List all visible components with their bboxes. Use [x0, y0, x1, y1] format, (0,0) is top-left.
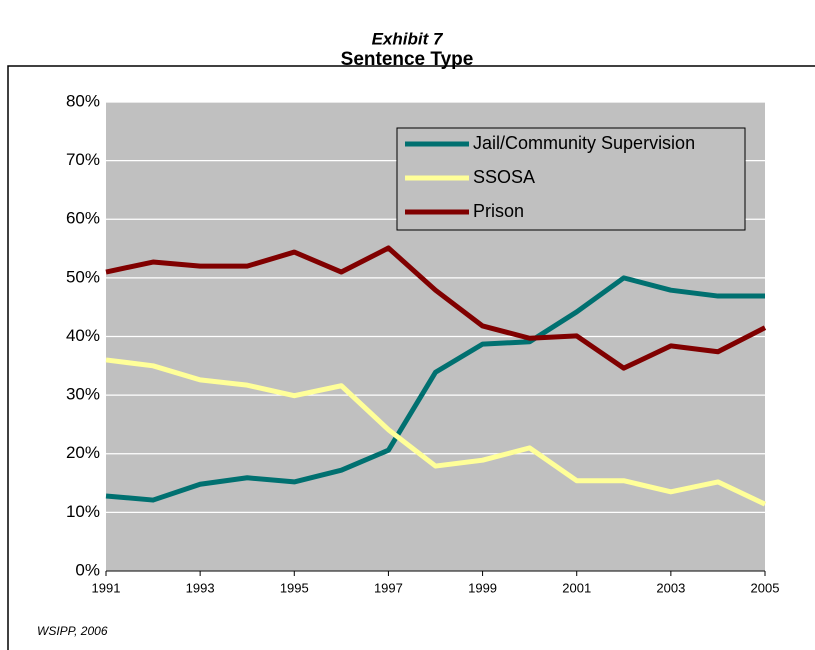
x-tick-label: 1995: [280, 580, 309, 595]
y-tick-label: 40%: [66, 326, 100, 345]
y-tick-label: 30%: [66, 385, 100, 404]
x-tick-label: 1993: [186, 580, 215, 595]
y-tick-label: 60%: [66, 209, 100, 228]
y-tick-label: 10%: [66, 502, 100, 521]
source-note: WSIPP, 2006: [37, 624, 108, 638]
y-tick-label: 20%: [66, 443, 100, 462]
chart-subtitle: Exhibit 7: [372, 29, 444, 48]
series-line: [105, 357, 767, 507]
chart-title: Sentence Type: [341, 49, 474, 70]
x-tick-label: 1991: [92, 580, 121, 595]
series-line: [105, 275, 765, 503]
y-tick-label: 70%: [66, 150, 100, 169]
x-tick-label: 2005: [751, 580, 780, 595]
x-tick-label: 1999: [468, 580, 497, 595]
series-line: [105, 245, 767, 371]
legend-label: Prison: [473, 201, 524, 221]
y-tick-label: 0%: [75, 560, 100, 579]
y-tick-label: 80%: [66, 91, 100, 110]
x-tick-label: 2001: [562, 580, 591, 595]
frame: [7, 65, 815, 650]
legend-label: Jail/Community Supervision: [473, 133, 695, 153]
legend-label: SSOSA: [473, 167, 535, 187]
x-tick-label: 2003: [656, 580, 685, 595]
x-tick-label: 1997: [374, 580, 403, 595]
y-tick-label: 50%: [66, 267, 100, 286]
